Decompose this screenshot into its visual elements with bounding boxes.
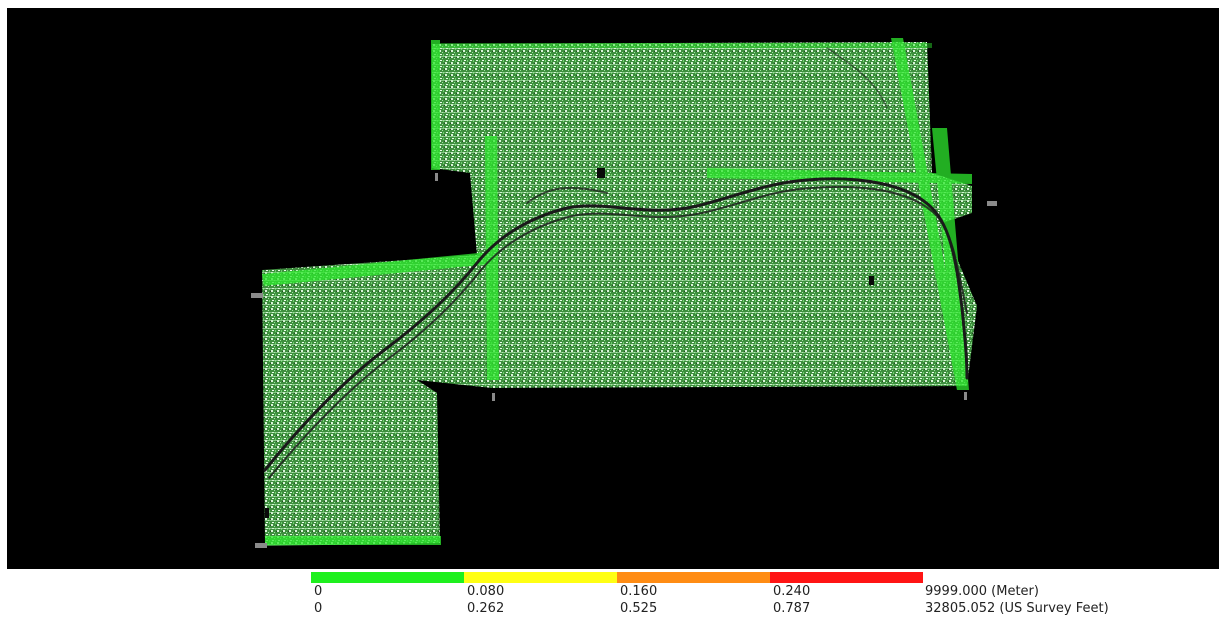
legend-swatch-orange [617,572,770,583]
legend-feet-label: 0.262 [467,601,505,616]
legend-meter-label: 0.080 [467,584,505,599]
edge-points [251,173,997,548]
legend-feet-label: 0 [314,601,323,616]
legend-feet-label: 0.787 [773,601,811,616]
legend-feet-label: 0.525 [620,601,658,616]
legend-meter-max-label: 9999.000 (Meter) [925,584,1039,599]
legend-feet-max-label: 32805.052 (US Survey Feet) [925,601,1109,616]
legend-meter-label: 0 [314,584,323,599]
legend-swatch-yellow [464,572,617,583]
legend-meter-label: 0.240 [773,584,811,599]
legend-swatch-green [311,572,464,583]
point-cloud-map [251,38,997,548]
point-cloud-map-view[interactable] [7,8,1219,569]
river-channel [263,47,969,479]
data-gaps [265,168,874,518]
flight-line-overlaps [262,38,972,545]
legend-meter-label: 0.160 [620,584,658,599]
color-scale-legend: 0 0.080 0.160 0.240 9999.000 (Meter) 0 0… [311,572,1211,618]
legend-swatch-red [770,572,923,583]
lidar-coverage-area [262,42,977,546]
